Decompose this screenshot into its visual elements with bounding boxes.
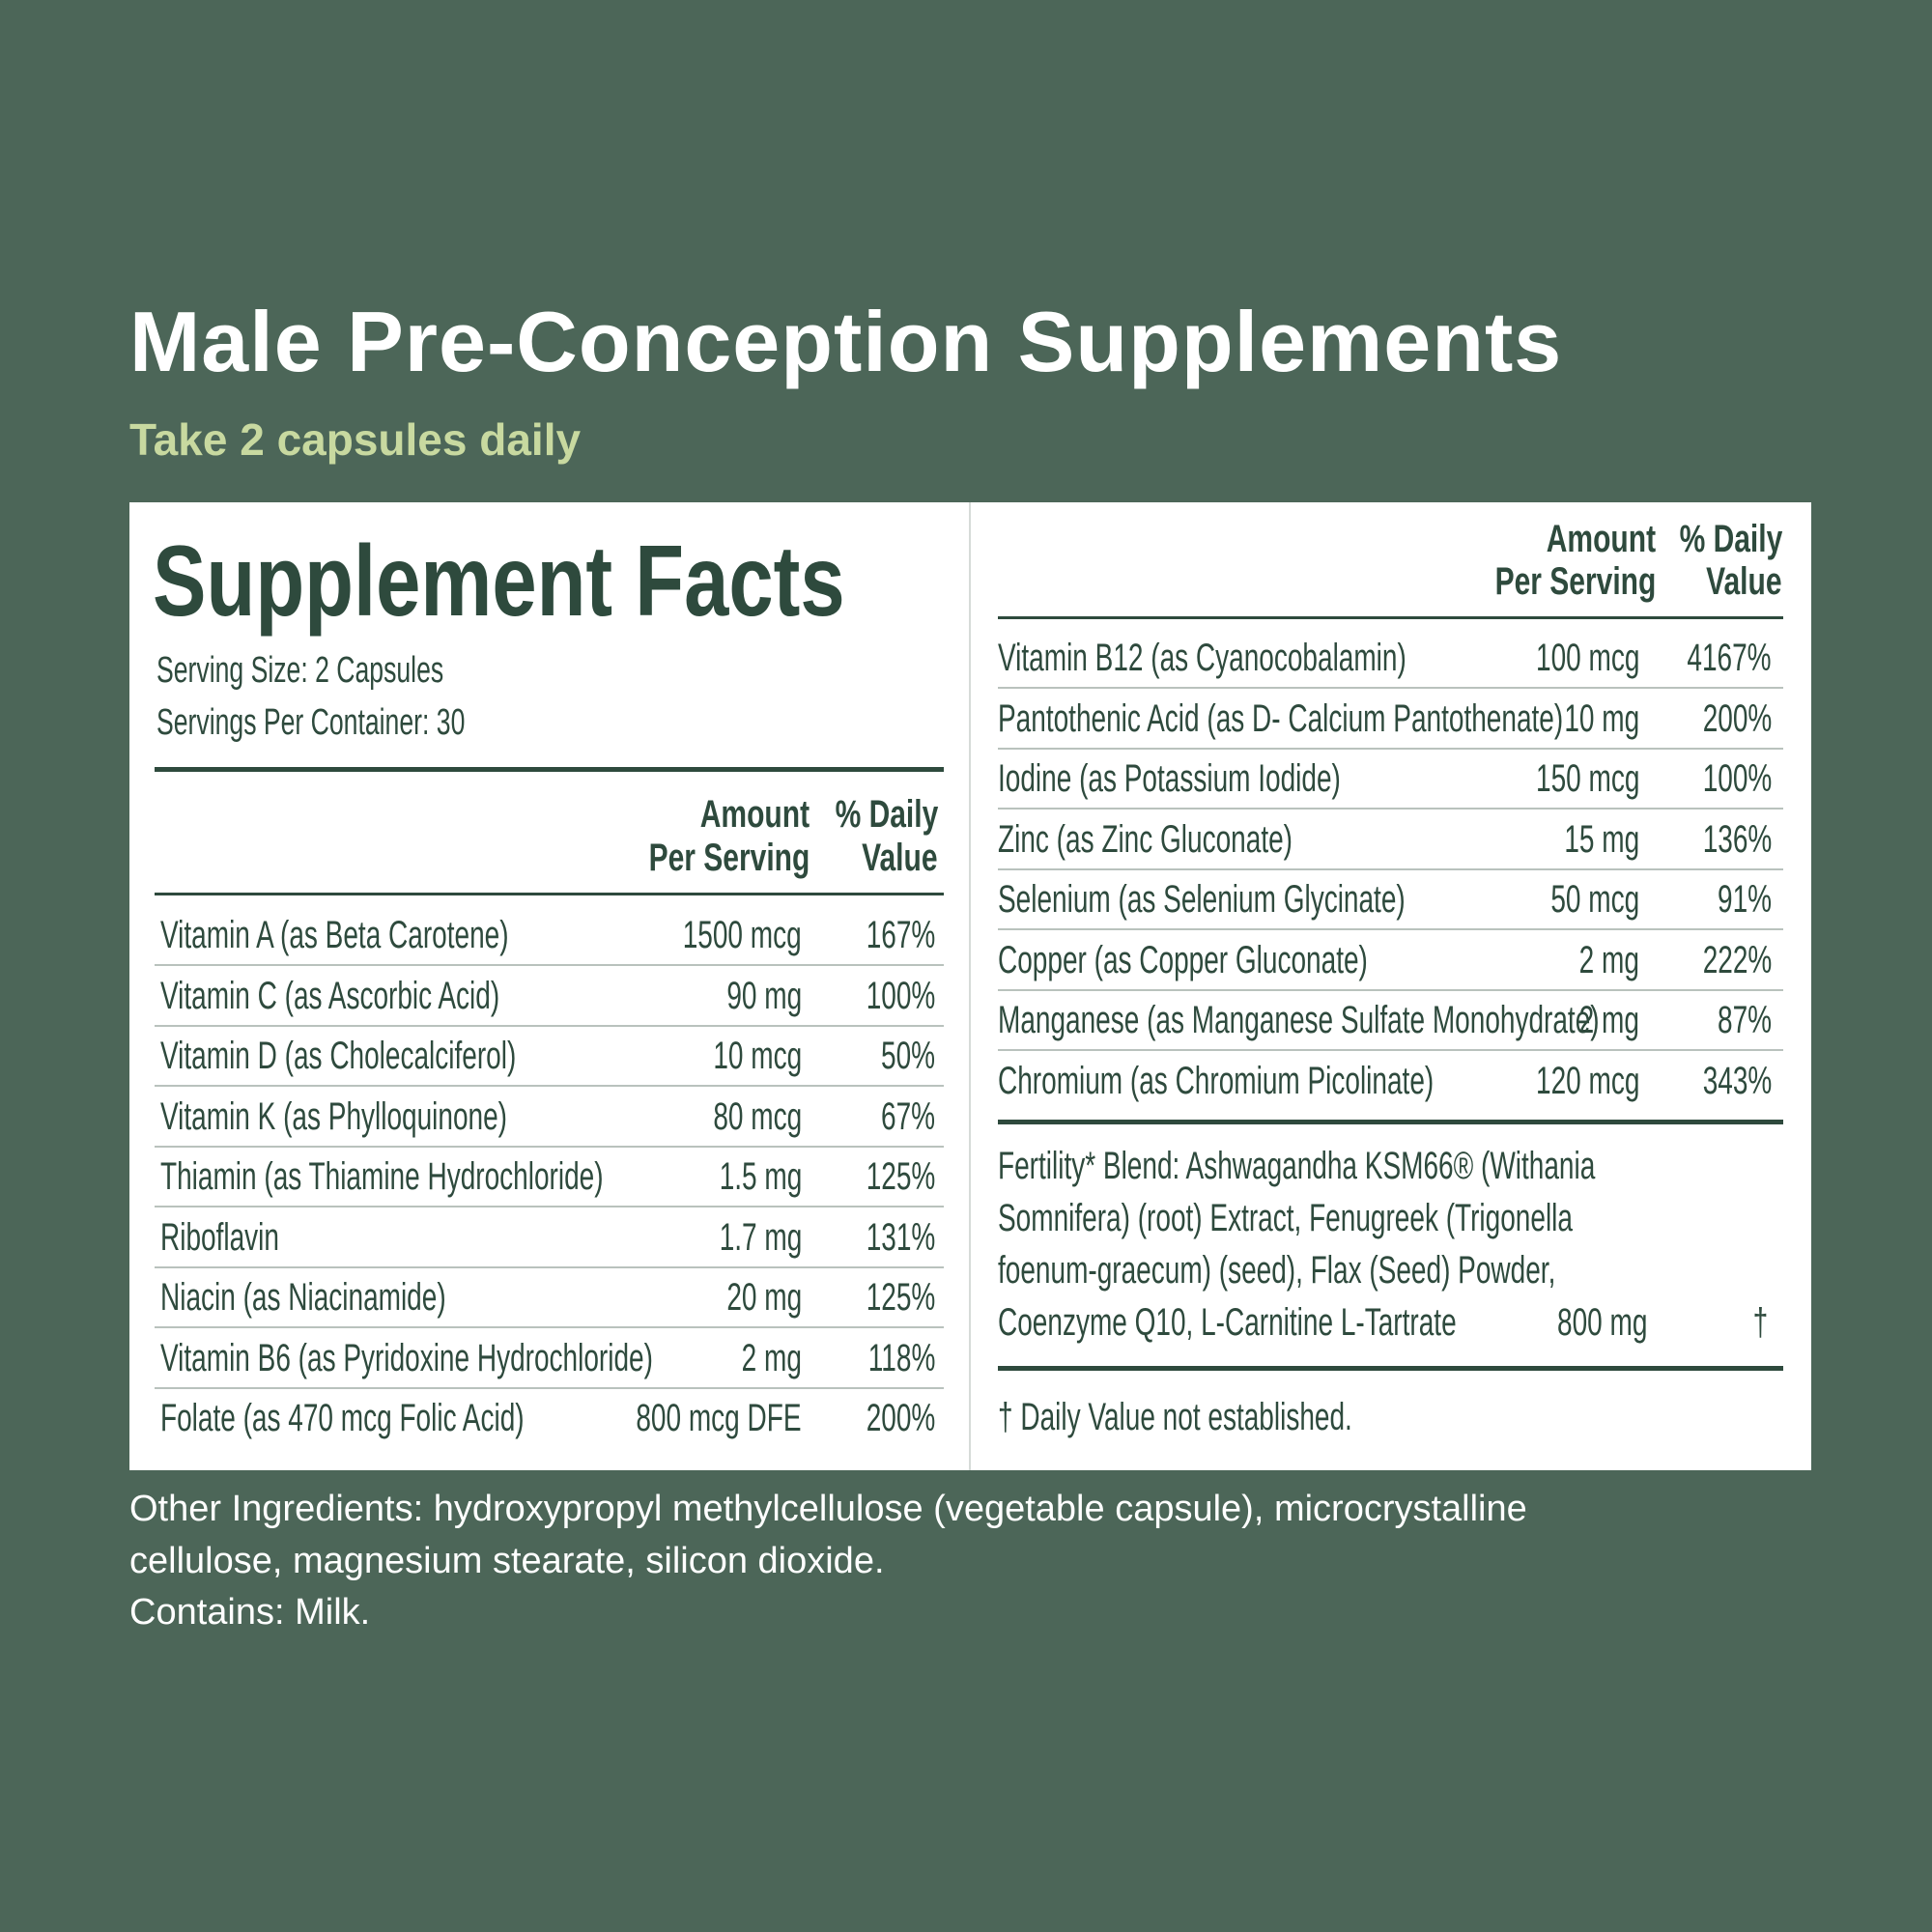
nutrient-daily-value: 167% <box>866 914 935 956</box>
left-amount-header: Amount <box>699 793 810 836</box>
nutrient-amount: 1.5 mg <box>719 1155 802 1198</box>
nutrient-name: Manganese (as Manganese Sulfate Monohydr… <box>998 999 1600 1041</box>
nutrient-name: Vitamin D (as Cholecalciferol) <box>160 1035 517 1077</box>
blend-text: Coenzyme Q10, L-Carnitine L-Tartrate <box>998 1301 1457 1344</box>
nutrient-daily-value: 4167% <box>1687 637 1772 679</box>
blend-daily-value: † <box>1752 1301 1768 1344</box>
nutrient-daily-value: 125% <box>866 1276 935 1319</box>
nutrient-daily-value: 91% <box>1717 878 1772 921</box>
left-dv-header: Value <box>862 837 938 879</box>
page-subtitle: Take 2 capsules daily <box>129 414 582 465</box>
nutrient-amount: 150 mcg <box>1535 757 1639 800</box>
nutrient-name: Niacin (as Niacinamide) <box>160 1276 446 1319</box>
nutrient-daily-value: 87% <box>1717 999 1772 1041</box>
left-amount-header: Per Serving <box>648 837 810 879</box>
nutrient-daily-value: 100% <box>866 974 935 1017</box>
nutrient-name: Copper (as Copper Gluconate) <box>998 938 1368 981</box>
nutrient-amount: 90 mg <box>726 974 802 1017</box>
right-amount-header: Amount <box>1546 518 1656 560</box>
footnote: † Daily Value not established. <box>998 1396 1352 1438</box>
nutrient-daily-value: 222% <box>1702 938 1772 981</box>
row-rule <box>155 1145 944 1148</box>
row-rule <box>155 1206 944 1208</box>
header-rule <box>155 893 944 895</box>
contains: Contains: Milk. <box>129 1592 371 1633</box>
nutrient-amount: 1500 mcg <box>683 914 802 956</box>
page-title: Male Pre-Conception Supplements <box>129 294 1563 389</box>
thick-rule <box>998 1366 1783 1371</box>
nutrient-name: Vitamin B6 (as Pyridoxine Hydrochloride) <box>160 1336 653 1379</box>
row-rule <box>998 808 1783 810</box>
row-rule <box>998 988 1783 991</box>
nutrient-name: Iodine (as Potassium Iodide) <box>998 757 1341 800</box>
header-rule <box>998 616 1783 619</box>
row-rule <box>155 1085 944 1088</box>
nutrient-amount: 50 mcg <box>1550 878 1639 921</box>
row-rule <box>998 687 1783 690</box>
nutrient-daily-value: 200% <box>866 1397 935 1439</box>
row-rule <box>155 1326 944 1329</box>
nutrient-daily-value: 131% <box>866 1215 935 1259</box>
serving-size: Serving Size: 2 Capsules <box>156 650 444 691</box>
nutrient-name: Vitamin A (as Beta Carotene) <box>160 914 509 956</box>
nutrient-amount: 20 mg <box>726 1276 802 1319</box>
nutrient-amount: 80 mcg <box>713 1094 802 1138</box>
nutrient-name: Folate (as 470 mcg Folic Acid) <box>160 1397 525 1439</box>
nutrient-amount: 800 mcg DFE <box>636 1397 802 1439</box>
nutrient-amount: 2 mg <box>1578 999 1639 1041</box>
row-rule <box>155 1265 944 1268</box>
row-rule <box>998 1049 1783 1052</box>
nutrient-daily-value: 200% <box>1702 696 1772 740</box>
left-dv-header: % Daily <box>835 793 938 836</box>
row-rule <box>155 1386 944 1389</box>
row-rule <box>998 928 1783 931</box>
nutrient-name: Vitamin B12 (as Cyanocobalamin) <box>998 637 1406 679</box>
nutrient-amount: 2 mg <box>1578 938 1639 981</box>
other-ingredients: Other Ingredients: hydroxypropyl methylc… <box>129 1489 1527 1529</box>
nutrient-amount: 10 mg <box>1564 696 1639 740</box>
nutrient-daily-value: 50% <box>880 1035 935 1077</box>
nutrient-daily-value: 118% <box>867 1336 935 1379</box>
nutrient-daily-value: 125% <box>866 1155 935 1198</box>
nutrient-name: Riboflavin <box>160 1215 279 1259</box>
right-dv-header: % Daily <box>1679 518 1782 560</box>
nutrient-amount: 15 mg <box>1564 817 1639 861</box>
nutrient-amount: 10 mcg <box>713 1035 802 1077</box>
nutrient-daily-value: 136% <box>1702 817 1772 861</box>
other-ingredients: cellulose, magnesium stearate, silicon d… <box>129 1541 885 1581</box>
nutrient-amount: 100 mcg <box>1535 637 1639 679</box>
nutrient-name: Vitamin C (as Ascorbic Acid) <box>160 974 500 1017</box>
nutrient-name: Thiamin (as Thiamine Hydrochloride) <box>160 1155 604 1198</box>
nutrient-daily-value: 343% <box>1702 1059 1772 1102</box>
nutrient-daily-value: 100% <box>1702 757 1772 800</box>
blend-text: Fertility* Blend: Ashwagandha KSM66® (Wi… <box>998 1145 1596 1187</box>
blend-text: Somnifera) (root) Extract, Fenugreek (Tr… <box>998 1197 1573 1239</box>
nutrient-name: Chromium (as Chromium Picolinate) <box>998 1059 1435 1102</box>
thick-rule <box>998 1120 1783 1124</box>
nutrient-name: Selenium (as Selenium Glycinate) <box>998 878 1406 921</box>
nutrient-amount: 120 mcg <box>1535 1059 1639 1102</box>
thick-rule <box>155 767 944 772</box>
facts-title: Supplement Facts <box>153 526 845 638</box>
nutrient-name: Zinc (as Zinc Gluconate) <box>998 817 1293 861</box>
row-rule <box>155 964 944 967</box>
nutrient-amount: 2 mg <box>741 1336 802 1379</box>
row-rule <box>998 747 1783 750</box>
row-rule <box>998 867 1783 870</box>
nutrient-name: Vitamin K (as Phylloquinone) <box>160 1094 508 1138</box>
blend-text: foenum-graecum) (seed), Flax (Seed) Powd… <box>998 1249 1556 1292</box>
right-dv-header: Value <box>1706 560 1782 603</box>
nutrient-name: Pantothenic Acid (as D- Calcium Pantothe… <box>998 696 1564 740</box>
row-rule <box>155 1024 944 1027</box>
right-amount-header: Per Serving <box>1494 560 1656 603</box>
nutrient-amount: 1.7 mg <box>719 1215 802 1259</box>
blend-amount: 800 mg <box>1556 1301 1647 1344</box>
servings-per-container: Servings Per Container: 30 <box>156 702 466 743</box>
panel-divider <box>969 502 971 1470</box>
nutrient-daily-value: 67% <box>880 1094 935 1138</box>
